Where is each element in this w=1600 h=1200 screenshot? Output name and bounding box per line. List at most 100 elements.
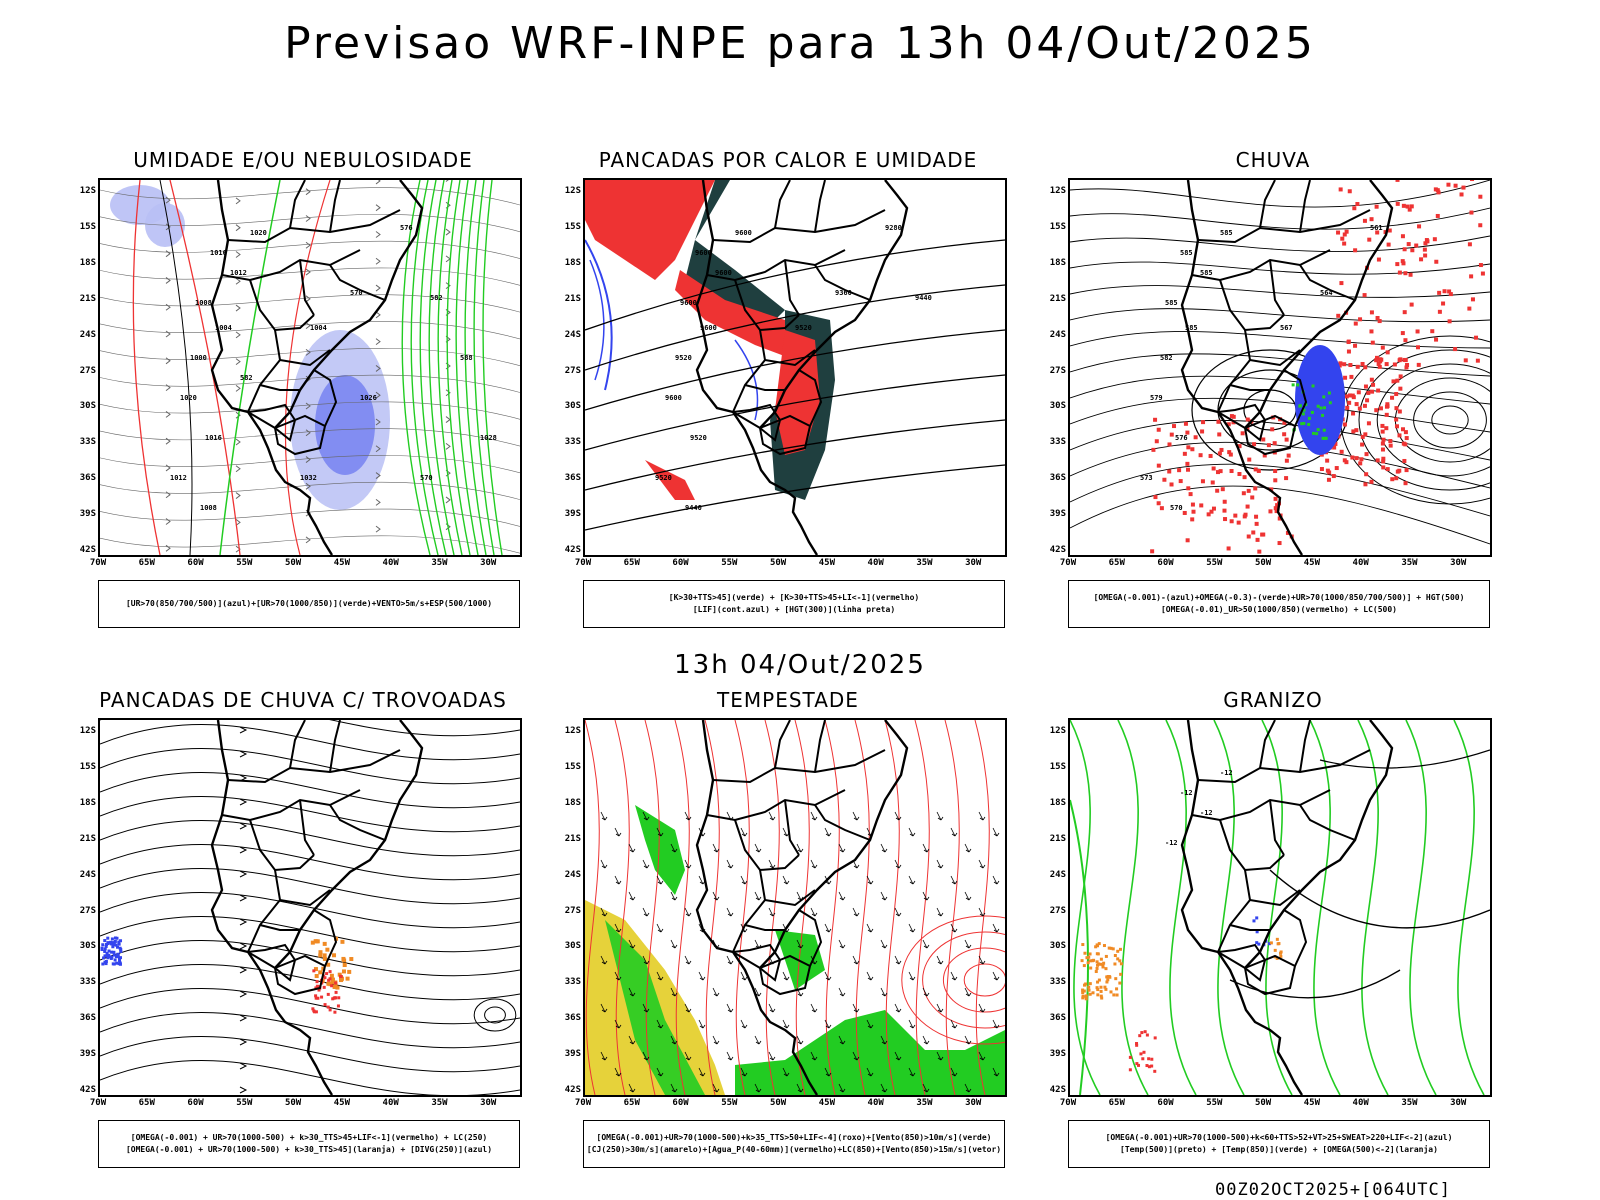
lon-label: 55W bbox=[1206, 558, 1223, 568]
lat-label: 24S bbox=[79, 869, 96, 880]
lon-label: 70W bbox=[89, 1098, 107, 1108]
legend-line: [OMEGA(-0.01)_UR>50(1000/850)(vermelho) … bbox=[1160, 605, 1397, 614]
panel-title: TEMPESTADE bbox=[717, 688, 859, 712]
lon-label: 35W bbox=[1401, 1098, 1418, 1108]
lat-label: 15S bbox=[79, 761, 96, 772]
lat-label: 27S bbox=[1049, 905, 1066, 916]
lon-label: 60W bbox=[187, 558, 204, 568]
contour-label: -12 bbox=[1200, 809, 1213, 817]
lat-label: 18S bbox=[564, 257, 581, 268]
panel-granizo: GRANIZO -12 -12 -12 -12 12S 15S 18S 21S 24S 27S 30S… bbox=[1038, 688, 1508, 1188]
lat-label: 42S bbox=[1049, 545, 1066, 555]
contour-label: 582 bbox=[1160, 354, 1173, 362]
page-title: Previsao WRF-INPE para 13h 04/Out/2025 bbox=[284, 18, 1316, 69]
legend-line: [UR>70(850/700/500)](azul)+[UR>70(1000/8… bbox=[125, 599, 493, 608]
lat-label: 27S bbox=[564, 905, 581, 916]
lon-label: 50W bbox=[1254, 558, 1272, 568]
lat-label: 33S bbox=[564, 437, 581, 448]
lon-label: 70W bbox=[574, 1098, 592, 1108]
run-label: 00Z02OCT2025+[064UTC] bbox=[1215, 1180, 1451, 1200]
legend-line: [OMEGA(-0.001) + UR>70(1000-500) + k>30_… bbox=[130, 1133, 488, 1142]
lat-label: 24S bbox=[1049, 869, 1066, 880]
lat-label: 36S bbox=[564, 1013, 581, 1024]
contour-label: 1020 bbox=[250, 229, 267, 237]
panel-title: GRANIZO bbox=[1223, 688, 1323, 712]
lat-label: 24S bbox=[564, 869, 581, 880]
contour-label: 1008 bbox=[195, 299, 212, 307]
lat-label: 21S bbox=[1049, 293, 1066, 304]
lon-label: 70W bbox=[89, 558, 107, 568]
lon-label: 35W bbox=[916, 558, 933, 568]
lat-label: 39S bbox=[564, 509, 581, 520]
forecast-map: 585 585 585 585 585 582 579 576 573 570 567 564 561 bbox=[1068, 178, 1492, 557]
lon-label: 55W bbox=[236, 1098, 253, 1108]
lon-label: 30W bbox=[1450, 1098, 1467, 1108]
lon-label: 40W bbox=[382, 558, 399, 568]
lat-label: 33S bbox=[1049, 437, 1066, 448]
lon-label: 30W bbox=[480, 558, 497, 568]
lon-label: 35W bbox=[916, 1098, 933, 1108]
contour-label: 585 bbox=[1165, 299, 1178, 307]
contour-label: 1028 bbox=[480, 434, 497, 442]
contour-label: 9280 bbox=[885, 224, 902, 232]
lat-label: 30S bbox=[79, 941, 96, 952]
contour-label: 1004 bbox=[310, 324, 327, 332]
panel-title: UMIDADE E/OU NEBULOSIDADE bbox=[133, 148, 473, 172]
lat-label: 27S bbox=[79, 905, 96, 916]
lon-label: 50W bbox=[284, 1098, 302, 1108]
legend-box: [K>30+TTS>45](verde) + [K>30+TTS>45+LI<-… bbox=[583, 580, 1005, 628]
lat-label: 12S bbox=[564, 726, 581, 736]
contour-label: 1012 bbox=[170, 474, 187, 482]
contour-label: 9440 bbox=[685, 504, 702, 512]
panel-chuva: CHUVA 585 585 585 585 585 582 579 576 573 570 567 56… bbox=[1038, 148, 1508, 648]
lon-label: 40W bbox=[1352, 1098, 1369, 1108]
contour-label: 585 bbox=[1200, 269, 1213, 277]
lon-label: 65W bbox=[1108, 558, 1125, 568]
lat-label: 36S bbox=[79, 473, 96, 484]
contour-label: 9520 bbox=[690, 434, 707, 442]
contour-label: 585 bbox=[1220, 229, 1233, 237]
lat-label: 39S bbox=[564, 1049, 581, 1060]
lat-label: 21S bbox=[79, 293, 96, 304]
lon-label: 30W bbox=[965, 558, 982, 568]
legend-line: [LIF](cont.azul) + [HGT(300)](linha pret… bbox=[692, 605, 896, 614]
contour-label: 1016 bbox=[210, 249, 227, 257]
panel-title: PANCADAS DE CHUVA C/ TROVOADAS bbox=[99, 688, 507, 712]
contour-label: 588 bbox=[460, 354, 473, 362]
contour-label: 582 bbox=[430, 294, 443, 302]
contour-label: 573 bbox=[1140, 474, 1153, 482]
lon-label: 55W bbox=[721, 1098, 738, 1108]
legend-box: [UR>70(850/700/500)](azul)+[UR>70(1000/8… bbox=[98, 580, 520, 628]
forecast-map: 1020 1016 1012 1008 1004 1000 1020 1016 1012 1008… bbox=[98, 178, 522, 557]
legend-line: [OMEGA(-0.001) + UR>70(1000-500) + k>30_… bbox=[125, 1145, 493, 1154]
lat-label: 30S bbox=[1049, 401, 1066, 412]
mid-title: 13h 04/Out/2025 bbox=[674, 650, 926, 680]
lon-label: 65W bbox=[138, 558, 155, 568]
lon-label: 45W bbox=[1303, 1098, 1321, 1108]
lat-label: 30S bbox=[1049, 941, 1066, 952]
lon-label: 50W bbox=[284, 558, 302, 568]
panel-title: CHUVA bbox=[1235, 148, 1311, 172]
lon-label: 40W bbox=[867, 558, 884, 568]
contour-label: 585 bbox=[1185, 324, 1198, 332]
legend-box: [OMEGA(-0.001)-(azul)+OMEGA(-0.3)-(verde… bbox=[1068, 580, 1490, 628]
lat-label: 12S bbox=[79, 726, 96, 736]
humidity-core bbox=[315, 375, 375, 475]
lat-label: 18S bbox=[1049, 257, 1066, 268]
lat-label: 15S bbox=[79, 221, 96, 232]
lat-label: 30S bbox=[564, 401, 581, 412]
lon-label: 35W bbox=[431, 1098, 448, 1108]
contour-label: -12 bbox=[1165, 839, 1178, 847]
legend-box: [OMEGA(-0.001)+UR>70(1000-500)+k>35_TTS>… bbox=[583, 1120, 1005, 1168]
lon-label: 60W bbox=[672, 1098, 689, 1108]
lon-label: 60W bbox=[672, 558, 689, 568]
lat-label: 42S bbox=[79, 1085, 96, 1095]
contour-label: 9360 bbox=[835, 289, 852, 297]
lat-label: 27S bbox=[564, 365, 581, 376]
lat-label: 42S bbox=[564, 1085, 581, 1095]
panel-tempestade: TEMPESTADE 12S 15S 18S 21S 24S 27S 30S 33S 36S 39S… bbox=[553, 688, 1023, 1188]
lat-label: 33S bbox=[1049, 977, 1066, 988]
lat-label: 15S bbox=[564, 221, 581, 232]
contour-label: 564 bbox=[1320, 289, 1333, 297]
lon-label: 55W bbox=[236, 558, 253, 568]
